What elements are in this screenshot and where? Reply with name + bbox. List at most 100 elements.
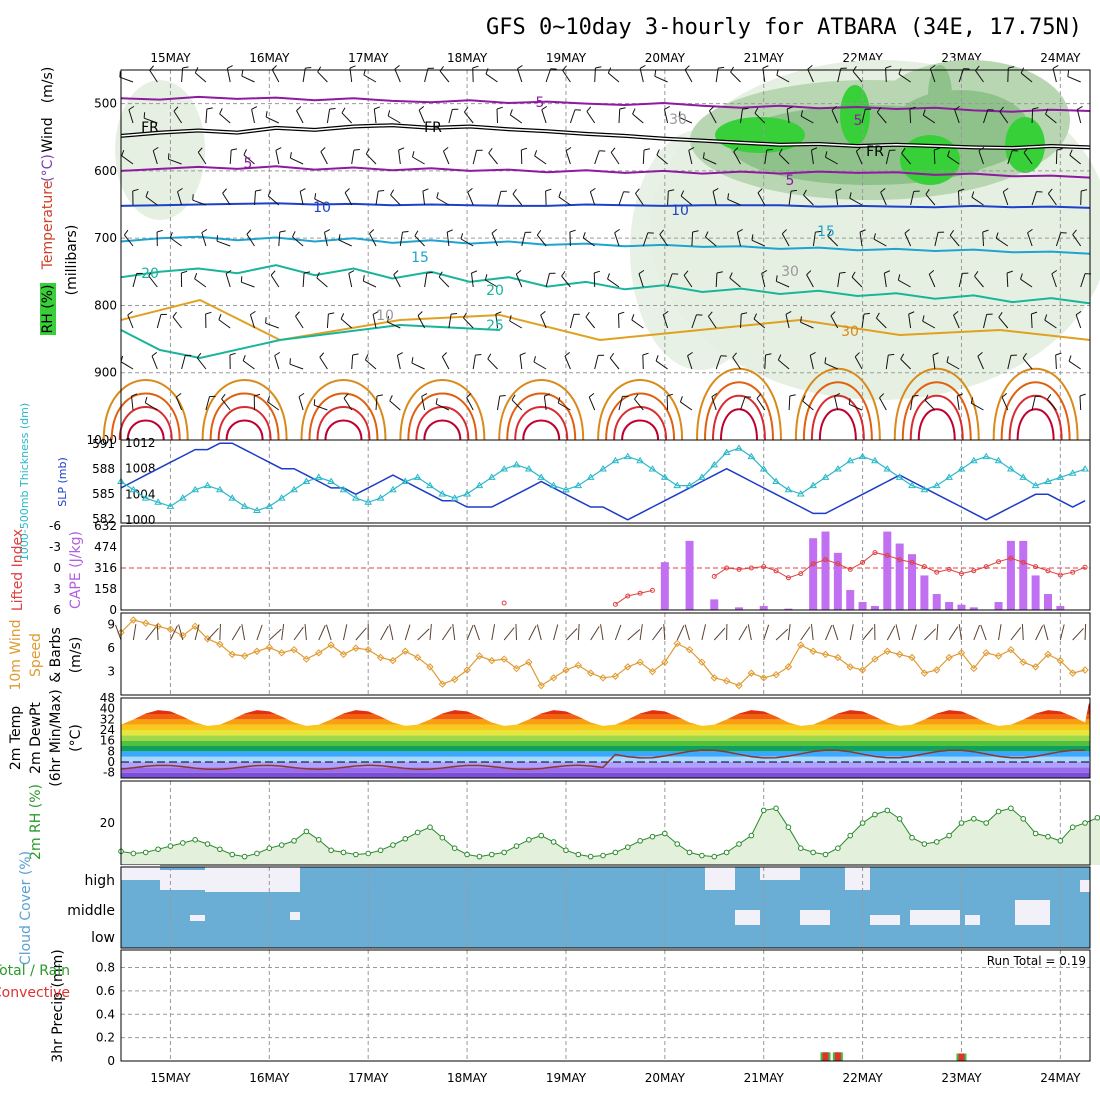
wind-barb-flag bbox=[460, 233, 464, 240]
warm-contour bbox=[201, 379, 288, 441]
rh-marker bbox=[427, 824, 433, 831]
wind-barb-flag bbox=[873, 233, 876, 240]
wind-barb-flag bbox=[328, 312, 335, 315]
wind-barb bbox=[982, 231, 984, 247]
wind-barb-flag bbox=[642, 352, 649, 356]
wind-speed-marker bbox=[451, 675, 459, 684]
li-marker bbox=[946, 566, 952, 572]
thickness-marker bbox=[463, 489, 471, 497]
rh-ylabel: 2m RH (%) bbox=[28, 784, 44, 860]
wind-barb-flag bbox=[824, 357, 827, 364]
wind-barb bbox=[543, 396, 547, 411]
wind-barb bbox=[910, 191, 915, 206]
wind-barb bbox=[757, 192, 766, 206]
cloud-clear-cell bbox=[845, 867, 870, 890]
wind-barb bbox=[270, 274, 280, 288]
wind-barb-flag bbox=[718, 66, 725, 69]
wind-barb-flag bbox=[1046, 394, 1052, 400]
thickness-marker bbox=[759, 465, 768, 472]
wind-barb-10m bbox=[281, 624, 285, 641]
cloud-level-low: low bbox=[91, 930, 115, 946]
date-label-top: 21MAY bbox=[744, 51, 785, 65]
temp-ytick: 16 bbox=[100, 734, 115, 748]
wind-barb bbox=[148, 275, 158, 288]
li-marker bbox=[649, 587, 655, 593]
wind-barb-flag bbox=[441, 352, 448, 358]
wind-barb-10m bbox=[590, 626, 600, 641]
wind-speed-marker bbox=[413, 653, 422, 662]
wind-barb-flag bbox=[221, 393, 226, 400]
wind-barb-flag bbox=[496, 106, 503, 110]
wind-barb bbox=[835, 191, 839, 206]
li-marker bbox=[1045, 568, 1051, 574]
wind-barb-flag bbox=[595, 66, 602, 69]
wind-barb-flag bbox=[635, 188, 640, 194]
thickness-ytick: 582 bbox=[92, 512, 115, 526]
isotherm-freezing-inner bbox=[120, 124, 1091, 149]
li-marker bbox=[625, 593, 631, 599]
wind-barb bbox=[898, 279, 911, 288]
thickness-marker bbox=[475, 481, 484, 489]
wind-barb bbox=[998, 316, 1009, 329]
wind-barb-flag bbox=[402, 230, 409, 233]
thickness-marker bbox=[586, 473, 595, 480]
wind-speed-marker bbox=[673, 639, 681, 648]
upper-ylabel-wind-unit: (m/s) bbox=[40, 67, 56, 104]
wind-barb bbox=[389, 400, 401, 411]
wind-barb bbox=[1069, 154, 1082, 165]
thickness-marker bbox=[636, 456, 644, 464]
warm-contour bbox=[711, 394, 766, 441]
wind-speed-marker bbox=[957, 649, 966, 657]
thickness-marker bbox=[846, 456, 855, 464]
wind-barb-flag bbox=[316, 272, 320, 279]
wind-barb-flag bbox=[839, 271, 846, 274]
contour-label: 5 bbox=[536, 95, 545, 111]
wind-barb-flag bbox=[417, 311, 423, 317]
date-label-bottom: 22MAY bbox=[842, 1071, 883, 1085]
wind-barb bbox=[564, 355, 571, 370]
wind-barb-flag bbox=[1069, 149, 1073, 156]
wind-barb bbox=[732, 357, 741, 370]
wind-barb bbox=[800, 115, 814, 124]
wind-barb-flag bbox=[398, 147, 405, 151]
wind-barb bbox=[1031, 191, 1037, 206]
wind-barb-10m bbox=[452, 624, 456, 641]
wind-barb bbox=[785, 314, 790, 329]
thickness-marker bbox=[203, 481, 212, 489]
wind-barb-flag bbox=[1027, 228, 1033, 234]
wind-barb bbox=[464, 111, 474, 124]
wind-barb-flag bbox=[999, 106, 1004, 112]
temp-band bbox=[121, 767, 1090, 773]
cape-ylabel: CAPE (J/kg) bbox=[68, 531, 84, 609]
wind-barb bbox=[414, 235, 425, 247]
rh-marker bbox=[340, 849, 347, 856]
wind-barb bbox=[924, 399, 936, 411]
rh-shade bbox=[115, 80, 205, 220]
upper-ytick: 1000 bbox=[86, 433, 117, 447]
wind-barb-flag bbox=[471, 270, 478, 274]
wind-barb-flag bbox=[267, 395, 271, 402]
wind-barb-flag bbox=[295, 311, 300, 317]
wind-barb-flag bbox=[922, 109, 926, 116]
thickness-marker bbox=[821, 473, 830, 480]
temp-ytick: 0 bbox=[107, 755, 115, 769]
wind-barb-flag bbox=[733, 147, 739, 153]
cloud-clear-cell bbox=[290, 912, 300, 920]
wind-frame bbox=[120, 612, 1091, 696]
warm-contour bbox=[613, 406, 668, 441]
isotherm-30 bbox=[120, 298, 1091, 342]
wind-barb bbox=[424, 273, 428, 288]
wind-barb-flag bbox=[422, 188, 429, 192]
wind-barb bbox=[618, 396, 623, 411]
wind-barb-flag bbox=[177, 187, 183, 193]
wind-barb-10m bbox=[701, 624, 706, 641]
wind-barb bbox=[680, 195, 693, 206]
wind-barb-flag bbox=[684, 65, 690, 71]
wind-barb-flag bbox=[848, 398, 851, 405]
wind-barb bbox=[296, 110, 304, 124]
wind-barb-10m bbox=[293, 626, 304, 641]
wind-barb-10m bbox=[600, 624, 604, 641]
wind-barb bbox=[635, 193, 644, 206]
wind-barb bbox=[394, 68, 401, 83]
wind-barb-10m bbox=[325, 624, 332, 641]
